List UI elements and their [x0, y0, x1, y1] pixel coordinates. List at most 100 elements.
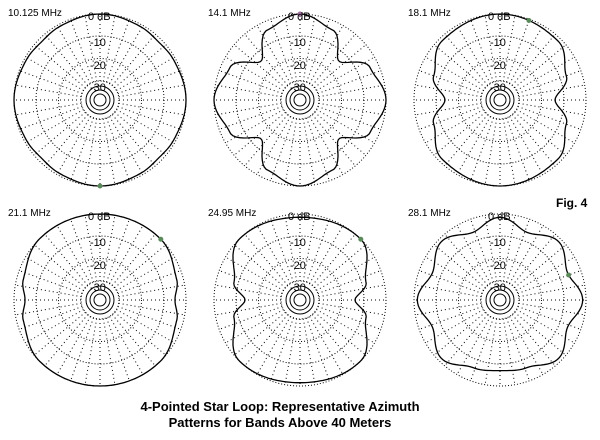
spoke [270, 19, 294, 83]
ring-label-30: -30 [290, 82, 306, 94]
inner-ring-2 [89, 289, 111, 311]
spoke [306, 19, 330, 83]
pattern-curve [232, 216, 368, 384]
spoke [484, 318, 498, 385]
spoke [84, 118, 98, 185]
frequency-label: 14.1 MHz [208, 8, 251, 19]
spoke [106, 19, 130, 83]
ring-label-20: -20 [490, 260, 506, 272]
spoke [117, 306, 181, 330]
ring-label-10: -10 [90, 237, 106, 249]
outer-ring [213, 213, 387, 387]
spoke [470, 219, 494, 283]
spoke [302, 318, 316, 385]
spoke [270, 219, 294, 283]
spoke [306, 117, 330, 181]
spoke [19, 306, 83, 330]
max-gain-marker [526, 17, 532, 23]
spoke [317, 70, 381, 94]
spoke [270, 317, 294, 381]
inner-ring-1 [285, 85, 315, 115]
spoke [284, 318, 298, 385]
inner-ring-1 [485, 285, 515, 315]
spoke [270, 117, 294, 181]
spoke [502, 318, 516, 385]
outer-ring [13, 213, 187, 387]
polar-plot-2: 0 dB -10 -20 -30 14.1 MHz [208, 8, 387, 187]
inner-ring-3 [493, 293, 507, 307]
db-ring-2 [58, 258, 142, 342]
max-gain-marker [297, 11, 303, 17]
spoke [15, 302, 82, 316]
db-ring-1 [435, 235, 565, 365]
spoke [302, 118, 316, 185]
polar-plot-6: 0 dB -10 -20 -30 28.1 MHz [408, 208, 587, 387]
pattern-curve [416, 216, 584, 372]
spoke [415, 102, 482, 116]
spoke [415, 284, 482, 298]
spoke [215, 284, 282, 298]
spoke [518, 284, 585, 298]
ring-label-10: -10 [490, 37, 506, 49]
spoke [19, 270, 83, 294]
spoke [306, 317, 330, 381]
spoke [84, 318, 98, 385]
db-ring-2 [258, 58, 342, 142]
spoke [415, 302, 482, 316]
spoke [70, 317, 94, 381]
spoke [19, 70, 83, 94]
db-ring-2 [458, 258, 542, 342]
ring-label-10: -10 [290, 37, 306, 49]
inner-ring-3 [93, 293, 107, 307]
inner-ring-2 [489, 289, 511, 311]
max-gain-marker [158, 236, 164, 242]
db-ring-2 [458, 58, 542, 142]
spoke [470, 117, 494, 181]
spoke [317, 106, 381, 130]
inner-ring-1 [485, 85, 515, 115]
pattern-curve [432, 13, 568, 187]
spoke [502, 118, 516, 185]
spoke [419, 270, 483, 294]
spoke [517, 270, 581, 294]
inner-ring-1 [285, 285, 315, 315]
spoke [470, 317, 494, 381]
polar-plot-3: 0 dB -10 -20 -30 18.1 MHz [408, 8, 587, 187]
spoke [484, 118, 498, 185]
ring-label-30: -30 [490, 82, 506, 94]
spoke [70, 219, 94, 283]
spoke [118, 102, 185, 116]
spoke [419, 106, 483, 130]
spoke [317, 270, 381, 294]
spoke [419, 70, 483, 94]
spoke [284, 118, 298, 185]
caption-line-1: 4-Pointed Star Loop: Representative Azim… [140, 399, 420, 414]
spoke [117, 270, 181, 294]
ring-label-10: -10 [90, 37, 106, 49]
db-ring-1 [35, 35, 165, 165]
frequency-label: 18.1 MHz [408, 8, 451, 19]
spoke [517, 106, 581, 130]
db-ring-2 [58, 58, 142, 142]
spoke [318, 302, 385, 316]
ring-label-0db: 0 dB [488, 11, 511, 23]
frequency-label: 10.125 MHz [8, 8, 62, 19]
spoke [215, 84, 282, 98]
ring-label-30: -30 [490, 282, 506, 294]
inner-ring-2 [289, 289, 311, 311]
spoke [106, 317, 130, 381]
pattern-curve [213, 13, 387, 187]
ring-label-20: -20 [90, 60, 106, 72]
spoke [306, 219, 330, 283]
caption-line-2: Patterns for Bands Above 40 Meters [168, 415, 392, 430]
inner-ring-3 [293, 93, 307, 107]
spoke [215, 102, 282, 116]
inner-ring-2 [289, 89, 311, 111]
spoke [506, 219, 530, 283]
spoke [419, 306, 483, 330]
spoke [506, 19, 530, 83]
spoke [215, 302, 282, 316]
spoke [15, 84, 82, 98]
db-ring-2 [258, 258, 342, 342]
db-ring-1 [235, 35, 365, 165]
